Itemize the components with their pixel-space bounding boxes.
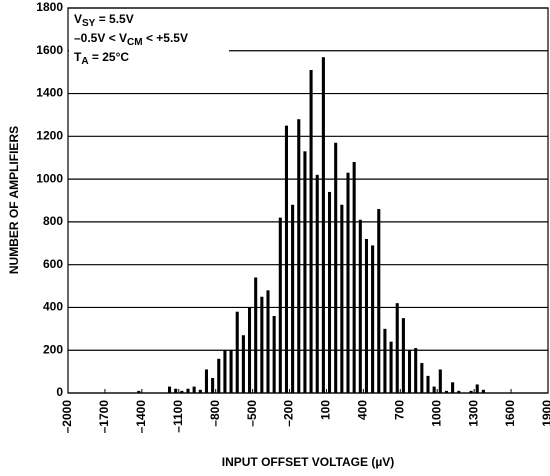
bar bbox=[217, 358, 221, 393]
bar bbox=[426, 375, 430, 393]
y-tick-label: 1000 bbox=[36, 171, 63, 185]
x-tick-label: –1100 bbox=[171, 400, 185, 433]
bar bbox=[377, 209, 381, 393]
annotation-part: < +5.5V bbox=[143, 31, 188, 45]
bar bbox=[272, 316, 276, 393]
bar bbox=[192, 386, 196, 393]
bar bbox=[358, 219, 362, 393]
bar bbox=[315, 174, 319, 393]
bar bbox=[432, 386, 436, 393]
bar bbox=[401, 318, 405, 393]
bar bbox=[168, 386, 172, 393]
bar bbox=[198, 389, 202, 393]
x-tick-label: 400 bbox=[356, 400, 370, 420]
y-tick-label: 200 bbox=[43, 342, 63, 356]
annotation-part: A bbox=[81, 56, 88, 67]
x-tick-label: 1900 bbox=[540, 400, 550, 427]
x-tick-label: –2000 bbox=[60, 400, 74, 434]
y-tick-label: 1600 bbox=[36, 43, 63, 57]
bar bbox=[204, 369, 208, 393]
bar bbox=[309, 70, 313, 394]
bar bbox=[383, 328, 387, 393]
x-tick-label: –500 bbox=[245, 400, 259, 427]
x-tick-label: –1700 bbox=[97, 400, 111, 434]
bar bbox=[137, 390, 141, 393]
bar bbox=[241, 335, 245, 393]
annotation-part: T bbox=[74, 50, 82, 64]
bar bbox=[444, 390, 448, 393]
annotation-part: V bbox=[74, 12, 82, 26]
bar bbox=[469, 390, 473, 393]
bar bbox=[248, 307, 252, 393]
bar bbox=[254, 277, 258, 393]
bar bbox=[291, 204, 295, 393]
bar bbox=[174, 388, 178, 393]
annotation-part: SY bbox=[82, 18, 96, 29]
y-tick-label: 800 bbox=[43, 214, 63, 228]
y-tick-label: 1400 bbox=[36, 86, 63, 100]
bar bbox=[211, 378, 215, 393]
x-axis-title: INPUT OFFSET VOLTAGE (µV) bbox=[222, 455, 394, 469]
bar bbox=[420, 363, 424, 393]
bar bbox=[395, 303, 399, 393]
bar bbox=[438, 369, 442, 393]
bar bbox=[266, 290, 270, 393]
x-tick-label: 700 bbox=[392, 400, 406, 420]
bar bbox=[414, 348, 418, 393]
x-tick-label: –200 bbox=[282, 400, 296, 427]
x-tick-label: 100 bbox=[319, 400, 333, 420]
annotation-part: = 25°C bbox=[89, 50, 130, 64]
bar bbox=[223, 350, 227, 393]
bar bbox=[334, 142, 338, 393]
bar bbox=[297, 119, 301, 393]
bar bbox=[451, 382, 455, 393]
bar bbox=[371, 245, 375, 393]
bar bbox=[389, 341, 393, 393]
bar bbox=[229, 350, 233, 393]
bar bbox=[346, 172, 350, 393]
bar bbox=[186, 388, 190, 393]
y-tick-label: 600 bbox=[43, 257, 63, 271]
x-tick-label: 1000 bbox=[429, 400, 443, 427]
bar bbox=[352, 162, 356, 393]
x-tick-label: 1600 bbox=[503, 400, 517, 427]
bar bbox=[408, 350, 412, 393]
x-tick-label: –1400 bbox=[134, 400, 148, 434]
y-tick-label: 1200 bbox=[36, 129, 63, 143]
annotation-part: –0.5V < V bbox=[74, 31, 127, 45]
bar bbox=[180, 390, 184, 393]
bar bbox=[284, 125, 288, 393]
annotation-part: CM bbox=[127, 37, 143, 48]
annotation-box bbox=[69, 9, 229, 73]
y-tick-label: 400 bbox=[43, 300, 63, 314]
bar bbox=[475, 384, 479, 393]
bar bbox=[303, 151, 307, 393]
bar bbox=[235, 311, 239, 393]
annotation: TA = 25°C bbox=[74, 50, 129, 66]
bar bbox=[457, 390, 461, 393]
bar bbox=[328, 191, 332, 393]
plot-frame bbox=[67, 7, 549, 394]
bar bbox=[481, 389, 485, 393]
x-tick-label: 1300 bbox=[466, 400, 480, 427]
y-tick-label: 1800 bbox=[36, 0, 63, 14]
bar bbox=[364, 239, 368, 393]
bar bbox=[340, 204, 344, 393]
bar bbox=[260, 296, 264, 393]
annotation-part: = 5.5V bbox=[95, 12, 133, 26]
y-tick-label: 0 bbox=[56, 385, 63, 399]
annotation: –0.5V < VCM < +5.5V bbox=[74, 31, 188, 47]
bar bbox=[321, 57, 325, 393]
y-axis-title: NUMBER OF AMPLIFIERS bbox=[7, 126, 21, 274]
annotation: VSY = 5.5V bbox=[74, 12, 134, 28]
x-tick-label: –800 bbox=[208, 400, 222, 427]
bar bbox=[278, 217, 282, 393]
